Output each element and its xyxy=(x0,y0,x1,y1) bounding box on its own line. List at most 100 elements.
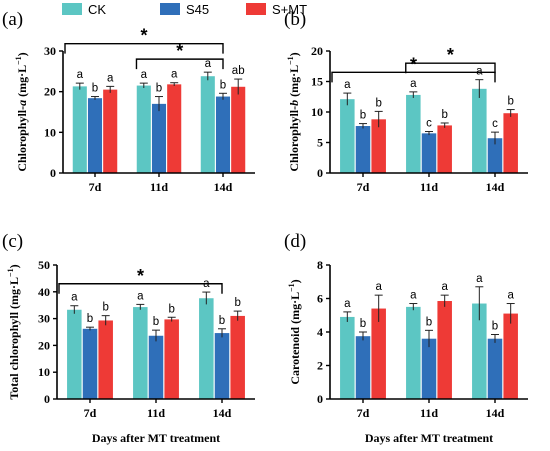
significance-letter: b xyxy=(492,321,498,333)
significance-letter: b xyxy=(375,97,381,109)
significance-letter: b xyxy=(234,297,240,309)
y-tick-label: 20 xyxy=(38,338,50,352)
y-tick-label: 30 xyxy=(44,44,56,58)
bar-s45-11d xyxy=(421,338,437,399)
legend-swatch-s45 xyxy=(160,3,180,15)
bar-s45-11d xyxy=(148,335,164,399)
significance-star: * xyxy=(140,26,147,46)
significance-letter: a xyxy=(71,292,78,304)
bar-ck-7d xyxy=(340,316,355,399)
panel-label: (b) xyxy=(284,9,306,30)
legend-label: CK xyxy=(88,2,106,17)
y-tick-label: 10 xyxy=(38,365,50,379)
bar-smt-14d xyxy=(231,86,246,173)
bar-smt-11d xyxy=(164,319,179,399)
y-tick-label: 0 xyxy=(50,166,56,180)
y-tick-label: 8 xyxy=(317,258,323,272)
significance-letter: b xyxy=(360,318,366,330)
significance-letter: a xyxy=(107,72,114,84)
significance-letter: b xyxy=(360,110,366,122)
significance-letter: a xyxy=(410,78,417,90)
significance-letter: ab xyxy=(232,65,245,77)
legend: CK S45 S+MT xyxy=(62,2,307,17)
bar-smt-14d xyxy=(503,113,518,173)
significance-bracket xyxy=(58,283,223,294)
panel-label: (d) xyxy=(284,231,306,252)
significance-letter: a xyxy=(171,69,178,81)
x-tick-label: 14d xyxy=(486,180,505,194)
y-tick-label: 20 xyxy=(311,44,323,58)
significance-bracket xyxy=(135,58,224,70)
significance-letter: b xyxy=(219,315,225,327)
significance-letter: a xyxy=(77,69,84,81)
y-tick-label: 30 xyxy=(38,312,50,326)
bar-smt-14d xyxy=(503,313,518,399)
y-tick-label: 0 xyxy=(317,166,323,180)
y-tick-label: 40 xyxy=(38,285,50,299)
panel-label: (a) xyxy=(2,9,23,30)
y-tick-label: 4 xyxy=(317,325,323,339)
significance-letter: b xyxy=(87,313,93,325)
significance-letter: c xyxy=(492,118,498,130)
bar-s45-7d xyxy=(87,98,103,173)
bar-smt-14d xyxy=(230,315,245,399)
y-tick-label: 50 xyxy=(38,258,50,272)
x-tick-label: 7d xyxy=(84,406,97,420)
bar-s45-7d xyxy=(355,336,371,399)
bar-ck-7d xyxy=(340,99,355,173)
bar-s45-14d xyxy=(487,138,503,173)
x-tick-label: 11d xyxy=(420,180,438,194)
significance-letter: b xyxy=(507,96,513,108)
x-tick-label: 14d xyxy=(214,180,233,194)
y-tick-label: 10 xyxy=(311,105,323,119)
legend-label: S+MT xyxy=(272,2,307,17)
bar-s45-7d xyxy=(355,126,371,173)
significance-letter: a xyxy=(476,273,483,285)
x-tick-label: 7d xyxy=(357,406,370,420)
significance-star: * xyxy=(176,41,183,61)
x-tick-label: 7d xyxy=(357,180,370,194)
x-tick-label: 11d xyxy=(150,180,168,194)
bar-ck-11d xyxy=(406,306,421,399)
legend-label: S45 xyxy=(186,2,209,17)
bar-s45-14d xyxy=(487,338,503,399)
significance-letter: a xyxy=(141,69,148,81)
significance-letter: b xyxy=(168,303,174,315)
significance-bracket xyxy=(405,62,496,74)
x-tick-label: 14d xyxy=(213,406,232,420)
y-axis-label: Total chlorophyll (mg·L−1) xyxy=(6,264,21,399)
bar-smt-7d xyxy=(371,119,386,173)
bar-smt-7d xyxy=(103,89,118,173)
x-tick-label: 11d xyxy=(147,406,165,420)
significance-star: * xyxy=(447,45,454,65)
y-tick-label: 2 xyxy=(317,359,323,373)
significance-letter: a xyxy=(137,290,144,302)
legend-swatch-smt xyxy=(246,3,266,15)
x-axis-label: Days after MT treatment xyxy=(365,431,493,445)
y-tick-label: 15 xyxy=(311,75,323,89)
significance-letter: a xyxy=(375,281,382,293)
significance-letter: b xyxy=(441,109,447,121)
x-tick-label: 7d xyxy=(89,180,102,194)
bar-smt-7d xyxy=(98,320,113,399)
bar-ck-11d xyxy=(136,85,151,173)
bar-s45-11d xyxy=(151,103,167,173)
bar-s45-11d xyxy=(421,133,437,173)
bar-smt-11d xyxy=(437,301,452,399)
bar-ck-7d xyxy=(67,309,82,399)
significance-letter: b xyxy=(102,302,108,314)
bar-ck-14d xyxy=(199,298,214,399)
significance-letter: b xyxy=(92,83,98,95)
significance-letter: a xyxy=(441,281,448,293)
significance-star: * xyxy=(410,54,417,74)
bar-smt-11d xyxy=(167,84,182,173)
bar-smt-7d xyxy=(371,308,386,399)
y-tick-label: 20 xyxy=(44,85,56,99)
legend-swatch-ck xyxy=(62,3,82,15)
y-tick-label: 0 xyxy=(44,392,50,406)
bar-ck-11d xyxy=(406,94,421,173)
y-tick-label: 5 xyxy=(317,136,323,150)
